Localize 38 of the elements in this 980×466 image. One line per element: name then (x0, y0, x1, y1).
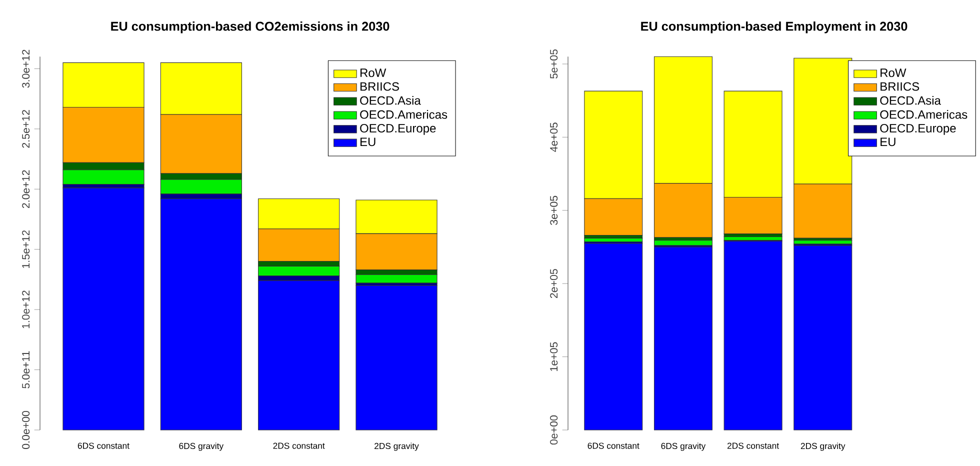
bar (62, 188, 144, 430)
y-tick-label: 0.0e+00 (22, 410, 30, 449)
legend-label: OECD.Europe (360, 124, 436, 135)
x-tick-label: 2DS gravity (800, 442, 846, 451)
x-tick-label: 6DS constant (588, 442, 640, 449)
y-tick-label: 0e+00 (550, 415, 558, 445)
y-tick-label: 2e+05 (550, 269, 558, 298)
y-tick-label: 1.0e+12 (22, 290, 30, 328)
x-tick-label: 2DS constant (273, 442, 325, 449)
y-tick-label: 1.5e+12 (22, 230, 30, 268)
y-tick-label: 3.0e+12 (22, 50, 30, 88)
x-tick-label: 2DS gravity (374, 442, 419, 451)
legend-label: EU (360, 138, 376, 146)
legend-label: OECD.Americas (360, 110, 448, 119)
legend-label: OECD.Asia (360, 96, 421, 105)
y-tick-label: 5.0e+11 (22, 351, 30, 388)
chart-title: EU consumption-based CO2emissions in 2030 (111, 21, 390, 34)
legend-label: BRIICS (880, 82, 920, 91)
bar (356, 285, 438, 430)
x-tick-label: 6DS gravity (179, 442, 224, 451)
x-tick-label: 6DS gravity (661, 442, 706, 451)
y-tick-label: 5e+05 (550, 49, 558, 79)
y-tick-label: 2.5e+12 (22, 110, 30, 148)
legend-label: BRIICS (360, 82, 399, 91)
y-tick-label: 1e+05 (550, 342, 558, 371)
legend-label: OECD.Europe (880, 124, 956, 135)
x-tick-label: 2DS constant (727, 442, 779, 449)
legend-label: OECD.Americas (880, 110, 968, 119)
legend-label: OECD.Asia (880, 96, 941, 105)
legend-label: RoW (360, 68, 386, 78)
legend-label: EU (880, 138, 896, 146)
y-tick-label: 4e+05 (550, 122, 558, 152)
bar (724, 240, 782, 430)
y-tick-label: 2.0e+12 (22, 170, 30, 208)
x-tick-label: 6DS constant (78, 442, 130, 449)
chart-title: EU consumption-based Employment in 2030 (641, 21, 908, 34)
legend-label: RoW (880, 68, 906, 78)
y-tick-label: 3e+05 (550, 196, 558, 225)
